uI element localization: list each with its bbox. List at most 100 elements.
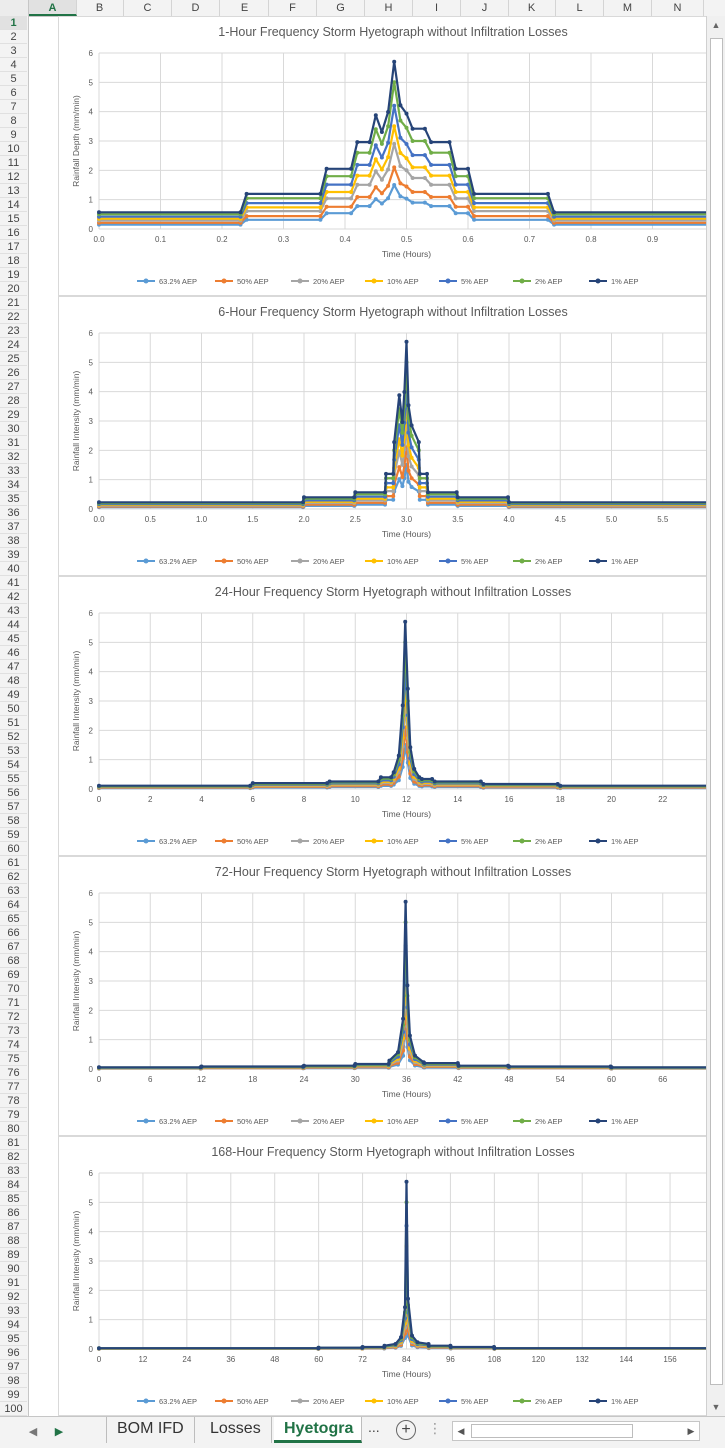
series-point[interactable] — [379, 130, 384, 134]
column-header-n[interactable]: N — [652, 0, 704, 16]
series-point[interactable] — [455, 495, 460, 500]
row-header[interactable]: 20 — [0, 282, 27, 296]
row-header[interactable]: 49 — [0, 688, 27, 702]
series-point[interactable] — [425, 471, 429, 476]
series-point[interactable] — [400, 484, 405, 489]
row-header[interactable]: 28 — [0, 394, 27, 408]
row-header[interactable]: 78 — [0, 1094, 27, 1108]
series-point[interactable] — [355, 195, 360, 199]
series-point[interactable] — [409, 455, 414, 460]
series-point[interactable] — [405, 983, 410, 988]
series-point[interactable] — [506, 495, 510, 500]
row-header[interactable]: 99 — [0, 1388, 27, 1402]
series-point[interactable] — [410, 165, 415, 170]
series-point[interactable] — [248, 783, 253, 788]
series-point[interactable] — [403, 1305, 407, 1310]
series-point[interactable] — [318, 214, 323, 219]
series-point[interactable] — [392, 141, 397, 146]
series-point[interactable] — [391, 497, 396, 502]
series-point[interactable] — [404, 156, 409, 161]
series-point[interactable] — [318, 217, 323, 222]
row-header[interactable]: 2 — [0, 30, 27, 44]
series-point[interactable] — [386, 155, 391, 160]
row-header[interactable]: 86 — [0, 1206, 27, 1220]
scroll-up-icon[interactable]: ▲ — [711, 20, 721, 30]
series-point[interactable] — [415, 1340, 420, 1345]
series-point[interactable] — [318, 191, 323, 196]
chart-6-hour[interactable]: 6-Hour Frequency Storm Hyetograph withou… — [58, 296, 725, 576]
series-point[interactable] — [379, 191, 384, 196]
series-point[interactable] — [355, 173, 360, 178]
row-header[interactable]: 94 — [0, 1318, 27, 1332]
row-header[interactable]: 69 — [0, 968, 27, 982]
series-point[interactable] — [429, 162, 434, 167]
series-point[interactable] — [413, 1053, 417, 1058]
series-point[interactable] — [318, 196, 323, 201]
row-header[interactable]: 21 — [0, 296, 27, 310]
series-point[interactable] — [398, 164, 403, 169]
series-point[interactable] — [417, 471, 422, 476]
series-point[interactable] — [447, 162, 452, 167]
series-point[interactable] — [400, 420, 405, 425]
series-point[interactable] — [453, 190, 458, 194]
column-header-m[interactable]: M — [604, 0, 652, 16]
series-point[interactable] — [404, 111, 409, 116]
series-point[interactable] — [244, 214, 249, 219]
row-header[interactable]: 13 — [0, 184, 27, 198]
series-point[interactable] — [403, 899, 408, 904]
row-header[interactable]: 70 — [0, 982, 27, 996]
row-header[interactable]: 40 — [0, 562, 27, 576]
row-header[interactable]: 18 — [0, 254, 27, 268]
row-header[interactable]: 72 — [0, 1010, 27, 1024]
series-point[interactable] — [349, 211, 354, 216]
series-point[interactable] — [403, 619, 408, 624]
chart-168-hour[interactable]: 168-Hour Frequency Storm Hyetograph with… — [58, 1136, 725, 1416]
series-point[interactable] — [379, 141, 384, 146]
column-header-a[interactable]: A — [29, 0, 77, 16]
series-point[interactable] — [558, 783, 563, 788]
row-header[interactable]: 44 — [0, 618, 27, 632]
row-header[interactable]: 81 — [0, 1136, 27, 1150]
series-point[interactable] — [302, 495, 306, 500]
series-point[interactable] — [448, 1345, 453, 1349]
series-point[interactable] — [373, 157, 378, 162]
series-point[interactable] — [379, 177, 384, 182]
scroll-down-icon[interactable]: ▼ — [711, 1402, 721, 1412]
series-point[interactable] — [301, 500, 305, 505]
series-point[interactable] — [453, 204, 458, 209]
row-header[interactable]: 11 — [0, 156, 27, 170]
series-point[interactable] — [97, 1065, 101, 1070]
row-header[interactable]: 60 — [0, 842, 27, 856]
series-point[interactable] — [429, 150, 434, 155]
sheet-tab-bom-ifd[interactable]: BOM IFD — [106, 1417, 195, 1443]
series-point[interactable] — [383, 490, 387, 495]
column-header-h[interactable]: H — [365, 0, 413, 16]
row-header[interactable]: 57 — [0, 800, 27, 814]
series-point[interactable] — [410, 200, 415, 205]
row-header[interactable]: 62 — [0, 870, 27, 884]
row-header[interactable]: 83 — [0, 1164, 27, 1178]
column-header-b[interactable]: B — [76, 0, 124, 16]
series-point[interactable] — [404, 339, 409, 344]
series-point[interactable] — [384, 471, 388, 476]
series-point[interactable] — [426, 1343, 431, 1348]
series-point[interactable] — [406, 403, 411, 408]
row-header[interactable]: 37 — [0, 520, 27, 534]
series-point[interactable] — [405, 686, 410, 691]
row-header[interactable]: 6 — [0, 86, 27, 100]
series-point[interactable] — [422, 153, 427, 158]
series-point[interactable] — [391, 489, 396, 494]
row-header[interactable]: 64 — [0, 898, 27, 912]
series-point[interactable] — [409, 445, 414, 450]
row-header[interactable]: 14 — [0, 198, 27, 212]
series-point[interactable] — [410, 126, 415, 131]
row-header[interactable]: 96 — [0, 1346, 27, 1360]
series-point[interactable] — [447, 182, 452, 187]
series-point[interactable] — [417, 489, 422, 494]
row-header[interactable]: 35 — [0, 492, 27, 506]
series-point[interactable] — [404, 168, 409, 173]
series-point[interactable] — [409, 485, 414, 489]
row-header[interactable]: 53 — [0, 744, 27, 758]
series-point[interactable] — [454, 490, 459, 495]
row-header[interactable]: 1 — [0, 16, 27, 30]
